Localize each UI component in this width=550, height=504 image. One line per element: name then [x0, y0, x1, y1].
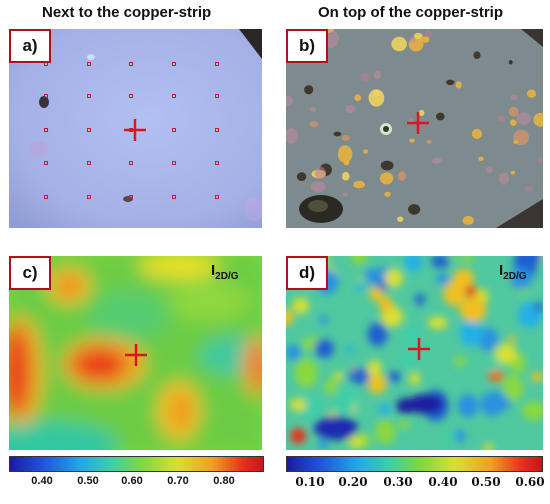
- colorbar-right-tick-label: 0.10: [295, 475, 325, 489]
- micrograph-a-image: [9, 29, 262, 228]
- panel-c-intensity-label: I2D/G: [211, 262, 239, 282]
- panel-b-label: b): [286, 29, 328, 63]
- panel-d-label: d): [286, 256, 328, 290]
- colorbar-left-tick-label: 0.60: [121, 475, 143, 487]
- colorbar-right-tick-label: 0.60: [515, 475, 545, 489]
- panel-a-micrograph: a): [9, 29, 262, 228]
- colorbar-right-tick-label: 0.30: [383, 475, 413, 489]
- colorbar-right-tick-label: 0.40: [428, 475, 458, 489]
- panel-b-micrograph: b): [286, 29, 543, 228]
- colorbar-left-tick-label: 0.40: [31, 475, 53, 487]
- crosshair-c-icon: [125, 344, 147, 366]
- heatmap-c-image: [9, 256, 262, 450]
- colorbar-right: [286, 456, 543, 472]
- crosshair-a-icon: [124, 119, 146, 141]
- colorbar-left: [9, 456, 264, 472]
- panel-d-intensity-map: d) I2D/G: [286, 256, 543, 450]
- panel-a-label: a): [9, 29, 51, 63]
- colorbar-right-tick-label: 0.20: [338, 475, 368, 489]
- title-left: Next to the copper-strip: [42, 4, 212, 21]
- title-right: On top of the copper-strip: [318, 4, 503, 21]
- colorbar-left-tick-label: 0.70: [167, 475, 189, 487]
- crosshair-d-icon: [408, 338, 430, 360]
- panel-c-intensity-map: c) I2D/G: [9, 256, 262, 450]
- colorbar-left-tick-label: 0.50: [77, 475, 99, 487]
- panel-c-label: c): [9, 256, 51, 290]
- colorbar-right-tick-label: 0.50: [471, 475, 501, 489]
- panel-d-intensity-label: I2D/G: [499, 262, 527, 282]
- colorbar-left-tick-label: 0.80: [213, 475, 235, 487]
- crosshair-b-icon: [407, 112, 429, 134]
